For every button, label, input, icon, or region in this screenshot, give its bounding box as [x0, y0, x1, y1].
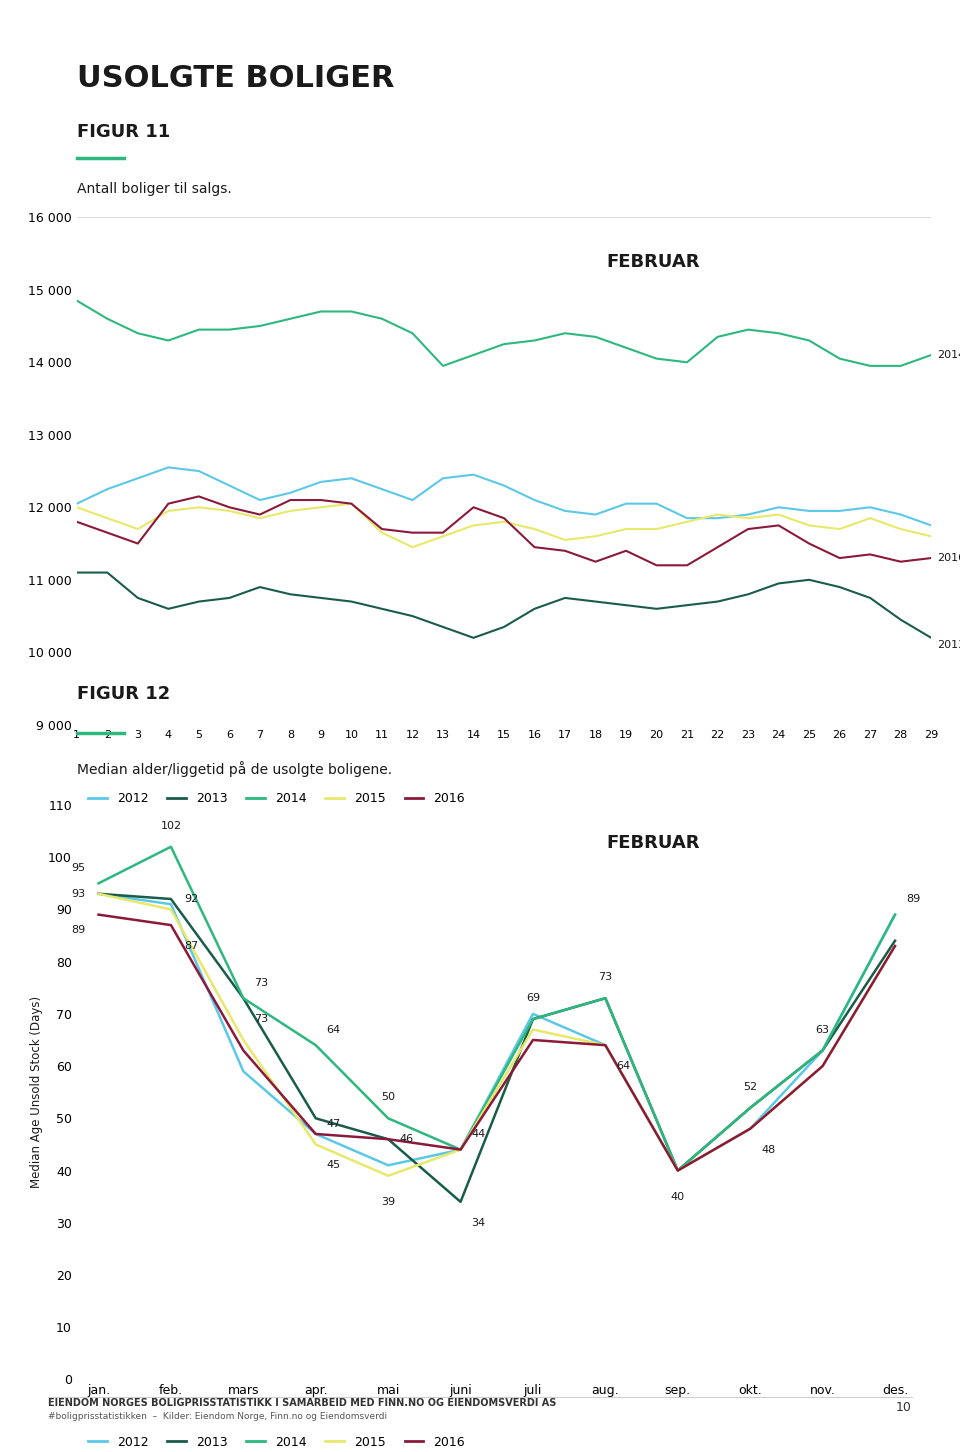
Text: 102: 102 — [160, 820, 181, 831]
Text: 39: 39 — [381, 1196, 396, 1207]
Text: Median alder/liggetid på de usolgte boligene.: Median alder/liggetid på de usolgte boli… — [77, 761, 392, 777]
Text: 69: 69 — [526, 993, 540, 1003]
Text: 93: 93 — [71, 889, 85, 899]
Text: FIGUR 12: FIGUR 12 — [77, 685, 170, 703]
Text: FEBRUAR: FEBRUAR — [607, 833, 700, 852]
Text: 63: 63 — [816, 1025, 829, 1034]
Text: EIENDOM NORGES BOLIGPRISSTATISTIKK I SAMARBEID MED FINN.NO OG EIENDOMSVERDI AS: EIENDOM NORGES BOLIGPRISSTATISTIKK I SAM… — [48, 1397, 557, 1407]
Text: 92: 92 — [184, 894, 198, 905]
Text: 89: 89 — [906, 894, 920, 905]
Text: 64: 64 — [616, 1061, 631, 1072]
Text: 47: 47 — [326, 1118, 341, 1128]
Legend: 2012, 2013, 2014, 2015, 2016: 2012, 2013, 2014, 2015, 2016 — [84, 1430, 470, 1452]
Text: 34: 34 — [471, 1218, 486, 1228]
Text: 2014: 2014 — [937, 350, 960, 360]
Text: 40: 40 — [671, 1192, 684, 1202]
Text: 2016: 2016 — [937, 553, 960, 563]
Text: FIGUR 11: FIGUR 11 — [77, 123, 170, 141]
Text: #boligprisstatistikken  –  Kilder: Eiendom Norge, Finn.no og Eiendomsverdi: #boligprisstatistikken – Kilder: Eiendom… — [48, 1411, 387, 1420]
Text: 50: 50 — [381, 1092, 396, 1102]
Text: 52: 52 — [743, 1082, 757, 1092]
Text: 95: 95 — [71, 862, 85, 873]
Text: 2013: 2013 — [937, 640, 960, 650]
Text: 45: 45 — [326, 1160, 341, 1170]
Text: 73: 73 — [254, 977, 269, 987]
Text: FEBRUAR: FEBRUAR — [607, 253, 700, 270]
Text: 48: 48 — [761, 1144, 776, 1154]
Text: 73: 73 — [598, 973, 612, 983]
Text: 10: 10 — [896, 1401, 912, 1414]
Text: 44: 44 — [471, 1130, 486, 1138]
Text: 46: 46 — [399, 1134, 413, 1144]
Text: 73: 73 — [254, 1013, 269, 1024]
Legend: 2012, 2013, 2014, 2015, 2016: 2012, 2013, 2014, 2015, 2016 — [84, 787, 470, 810]
Text: 89: 89 — [71, 925, 85, 935]
Text: 64: 64 — [326, 1025, 341, 1034]
Y-axis label: Median Age Unsold Stock (Days): Median Age Unsold Stock (Days) — [30, 996, 42, 1188]
Text: 87: 87 — [184, 941, 198, 951]
Text: USOLGTE BOLIGER: USOLGTE BOLIGER — [77, 64, 395, 93]
Text: Antall boliger til salgs.: Antall boliger til salgs. — [77, 183, 231, 196]
